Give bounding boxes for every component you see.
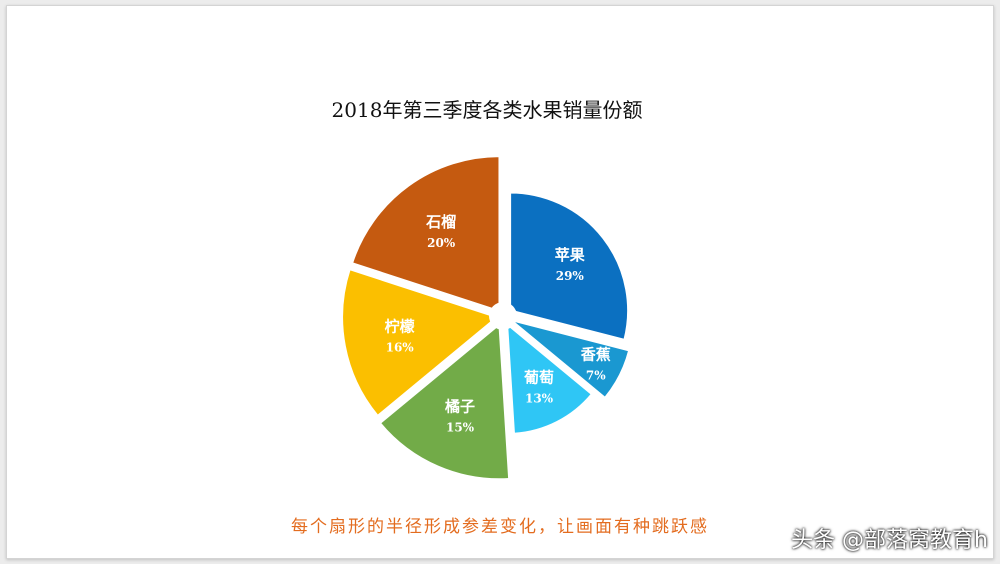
pie-slice-3 (378, 322, 511, 481)
slice-percent-0: 29% (556, 269, 585, 283)
chart-caption: 每个扇形的半径形成参差变化，让画面有种跳跃感 (291, 517, 709, 537)
slice-percent-4: 16% (386, 341, 415, 355)
slice-percent-2: 13% (525, 392, 554, 406)
slice-name-0: 苹果 (555, 246, 586, 264)
slice-name-4: 柠檬 (385, 318, 415, 336)
slice-label-4: 柠檬 16% (385, 318, 415, 355)
pie-slice-2 (505, 321, 594, 435)
slide-canvas: 2018年第三季度各类水果销量份额 苹果 29% 香蕉 7% 葡萄 13% 橘子 15% 柠檬 1… (6, 5, 994, 559)
slice-percent-5: 20% (427, 236, 456, 250)
pie-center-hole (489, 302, 517, 330)
slice-percent-3: 15% (446, 420, 475, 434)
pie-slice-0 (509, 191, 630, 342)
pie-chart: 苹果 29% 香蕉 7% 葡萄 13% 橘子 15% 柠檬 16% 石榴 20% (341, 155, 631, 481)
slice-name-2: 葡萄 (523, 369, 554, 387)
pie-slice-1 (510, 319, 631, 400)
watermark: 头条 @部落窝教育h (791, 528, 988, 553)
slice-label-1: 香蕉 7% (581, 345, 611, 382)
slice-name-3: 橘子 (444, 397, 475, 415)
slice-label-2: 葡萄 13% (523, 369, 554, 406)
slice-label-0: 苹果 29% (555, 246, 586, 283)
slice-name-1: 香蕉 (581, 345, 611, 363)
chart-title: 2018年第三季度各类水果销量份额 (331, 98, 643, 122)
slice-label-3: 橘子 15% (444, 397, 475, 434)
slice-label-5: 石榴 20% (425, 213, 456, 250)
slice-name-5: 石榴 (425, 213, 456, 231)
pie-slice-5 (350, 155, 501, 313)
pie-slice-4 (341, 267, 500, 418)
slice-percent-1: 7% (586, 368, 606, 382)
